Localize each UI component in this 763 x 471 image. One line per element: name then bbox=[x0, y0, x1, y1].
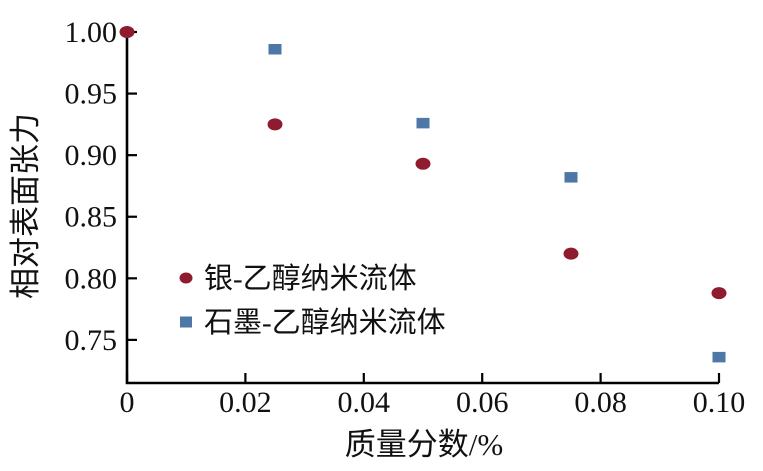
x-tick-label: 0.02 bbox=[219, 386, 272, 419]
data-point-series-1 bbox=[712, 351, 726, 363]
legend-label: 银-乙醇纳米流体 bbox=[204, 262, 417, 295]
y-tick-label: 0.95 bbox=[65, 78, 118, 111]
data-point-series-0 bbox=[563, 247, 579, 260]
legend-marker-square bbox=[180, 316, 192, 328]
y-axis-label: 相对表面张力 bbox=[8, 113, 43, 299]
tick-marks bbox=[125, 30, 721, 383]
data-point-series-1 bbox=[564, 172, 578, 183]
y-tick-label: 0.85 bbox=[65, 201, 118, 234]
y-tick-label: 0.80 bbox=[65, 262, 118, 295]
legend-label: 石墨-乙醇纳米流体 bbox=[204, 306, 446, 339]
x-tick-label: 0.08 bbox=[574, 386, 627, 419]
data-point-series-0 bbox=[267, 118, 283, 131]
y-tick-label: 0.90 bbox=[65, 139, 118, 172]
data-point-series-1 bbox=[416, 117, 430, 129]
data-points bbox=[119, 26, 727, 363]
data-point-series-0 bbox=[119, 26, 135, 38]
data-point-series-1 bbox=[268, 43, 282, 55]
x-tick-label: 0.04 bbox=[338, 386, 391, 419]
x-axis-label: 质量分数/% bbox=[345, 427, 503, 462]
y-tick-label: 1.00 bbox=[65, 16, 118, 49]
tick-labels: 1.00 0.95 0.90 0.85 0.80 0.750 0.02 0.04 0.06 0.0… bbox=[65, 16, 746, 419]
legend-marker-circle bbox=[179, 272, 193, 284]
data-point-series-0 bbox=[415, 157, 431, 170]
x-tick-label: 0.10 bbox=[693, 386, 746, 419]
x-tick-label: 0.06 bbox=[456, 386, 509, 419]
y-tick-label: 0.75 bbox=[65, 324, 118, 357]
data-point-series-0 bbox=[711, 287, 727, 300]
x-tick-label: 0 bbox=[120, 386, 135, 419]
